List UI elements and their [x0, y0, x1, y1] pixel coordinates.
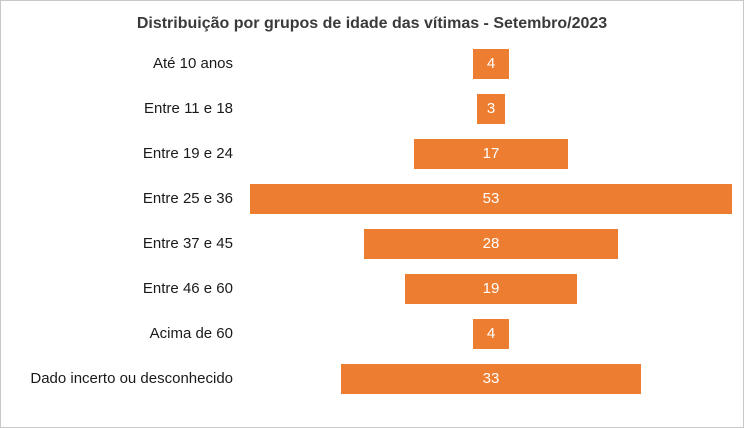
chart-rows: Até 10 anos 4 Entre 11 e 18 3 Entre 19 e 24 1…: [1, 41, 743, 401]
bar-value-label: 17: [482, 145, 500, 162]
bar: 53: [250, 183, 732, 214]
chart-row: Entre 25 e 36 53: [1, 176, 743, 221]
bar-area: 19: [245, 266, 743, 311]
bar: 19: [404, 273, 578, 304]
category-label: Acima de 60: [149, 325, 233, 342]
bar-value-label: 28: [482, 235, 500, 252]
chart-row: Até 10 anos 4: [1, 41, 743, 86]
category-label: Entre 11 e 18: [144, 100, 233, 117]
category-label: Até 10 anos: [152, 55, 233, 72]
chart-row: Entre 11 e 18 3: [1, 86, 743, 131]
bar-area: 28: [245, 221, 743, 266]
chart-row: Entre 37 e 45 28: [1, 221, 743, 266]
bar-area: 17: [245, 131, 743, 176]
chart-row: Dado incerto ou desconhecido 33: [1, 356, 743, 401]
bar-value-label: 4: [486, 325, 496, 342]
bar-area: 4: [245, 311, 743, 356]
category-label: Entre 46 e 60: [142, 280, 233, 297]
bar-area: 33: [245, 356, 743, 401]
bar-area: 3: [245, 86, 743, 131]
bar: 17: [413, 138, 569, 169]
bar-value-label: 33: [482, 370, 500, 387]
bar: 28: [363, 228, 619, 259]
category-label: Dado incerto ou desconhecido: [30, 370, 233, 387]
chart-row: Entre 46 e 60 19: [1, 266, 743, 311]
bar-value-label: 19: [482, 280, 500, 297]
chart-row: Entre 19 e 24 17: [1, 131, 743, 176]
bar-value-label: 53: [482, 190, 500, 207]
category-label: Entre 19 e 24: [142, 145, 233, 162]
bar: 4: [472, 48, 510, 79]
category-label: Entre 25 e 36: [142, 190, 233, 207]
chart-row: Acima de 60 4: [1, 311, 743, 356]
bar: 3: [477, 93, 505, 124]
category-label: Entre 37 e 45: [142, 235, 233, 252]
bar-area: 53: [245, 176, 743, 221]
bar-area: 4: [245, 41, 743, 86]
bar-value-label: 3: [486, 100, 496, 117]
bar-value-label: 4: [486, 55, 496, 72]
bar: 33: [340, 363, 642, 394]
bar: 4: [472, 318, 510, 349]
chart-title: Distribuição por grupos de idade das vít…: [136, 15, 608, 32]
